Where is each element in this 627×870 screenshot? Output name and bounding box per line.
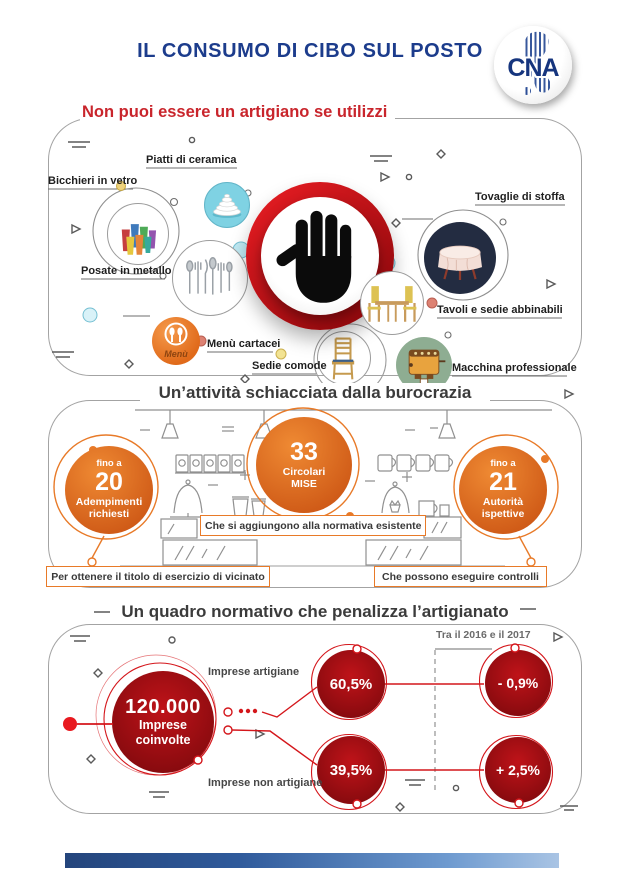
- cna-logo: CNA: [494, 26, 572, 104]
- share-non-artigiane-circle: 39,5%: [317, 736, 385, 804]
- stop-inner-circle: [261, 197, 379, 315]
- glasses-circle: [107, 203, 169, 265]
- footer-bar: [65, 853, 559, 868]
- stat-label: Autorità: [482, 495, 524, 508]
- page-title: IL CONSUMO DI CIBO SUL POSTO: [137, 40, 483, 62]
- delta-value: + 2,5%: [496, 762, 540, 778]
- stat-value: 33: [290, 438, 318, 467]
- item-label-bicchieri: Bicchieri in vetro: [48, 175, 138, 187]
- sicily-dot-icon: [523, 87, 531, 95]
- stop-hand-icon: [276, 210, 352, 303]
- section2-title: Un’attività schiacciata dalla burocrazia: [140, 383, 490, 403]
- table-chairs-icon: [367, 286, 417, 322]
- tovaglie-circle: [424, 222, 496, 294]
- stop-sign: [246, 182, 394, 330]
- note-right: Che possono eseguire controlli: [374, 566, 547, 587]
- item-label-posate: Posate in metallo: [81, 265, 172, 277]
- delta-value: - 0,9%: [497, 675, 539, 691]
- delta-non-artigiane-circle: + 2,5%: [485, 737, 551, 803]
- period-label: Tra il 2016 e il 2017: [436, 629, 531, 641]
- menu-circle: Menù: [152, 317, 200, 365]
- stat-value: 21: [489, 468, 517, 497]
- note-center: Che si aggiungono alla normativa esisten…: [200, 515, 426, 536]
- total-value: 120.000: [125, 696, 201, 718]
- section1-title: Non puoi essere un artigiano se utilizzi: [80, 103, 396, 124]
- section3-title: Un quadro normativo che penalizza l’arti…: [110, 602, 520, 622]
- stat-label: Adempimenti: [75, 495, 143, 508]
- cutlery-circle: [172, 240, 248, 316]
- share-artigiane-circle: 60,5%: [317, 650, 385, 718]
- tablecloth-icon: [438, 245, 482, 280]
- tavoli-circle: [360, 271, 424, 335]
- note-left: Per ottenere il titolo di esercizio di v…: [46, 566, 270, 587]
- plates-circle: [204, 182, 250, 228]
- row-label-non-artigiane: Imprese non artigiane: [208, 777, 323, 789]
- stat-value: 20: [95, 468, 123, 497]
- item-label-menu: Menù cartacei: [207, 338, 281, 350]
- share-value: 60,5%: [329, 675, 373, 693]
- chair-circle: [317, 331, 371, 385]
- item-label-sedie: Sedie comode: [252, 360, 327, 372]
- item-label-piatti: Piatti di ceramica: [146, 154, 237, 166]
- stat-autorita: fino a 21 Autorità ispettive: [459, 446, 547, 534]
- total-circle: 120.000 Imprese coinvolte: [112, 671, 214, 773]
- stat-circolari: 33 Circolari MISE: [256, 417, 352, 513]
- total-label: Imprese: [139, 718, 187, 732]
- stat-label: MISE: [291, 478, 317, 491]
- share-value: 39,5%: [329, 761, 373, 779]
- stat-label: Circolari: [282, 465, 326, 478]
- menu-logo-icon: Menù: [164, 322, 188, 359]
- cutlery-icon: [186, 257, 233, 295]
- total-label: coinvolte: [135, 733, 191, 747]
- glasses-icon: [121, 224, 157, 255]
- plates-icon: [212, 193, 242, 218]
- chair-icon: [331, 337, 355, 380]
- stat-label: ispettive: [481, 508, 525, 521]
- stat-adempimenti: fino a 20 Adempimenti richiesti: [65, 446, 153, 534]
- italy-map-icon: [523, 31, 551, 93]
- cna-logo-icon: CNA: [505, 31, 563, 95]
- item-label-macchina: Macchina professionale: [452, 362, 577, 374]
- stat-label: richiesti: [88, 508, 130, 521]
- item-label-tavoli: Tavoli e sedie abbinabili: [437, 304, 563, 316]
- delta-artigiane-circle: - 0,9%: [485, 650, 551, 716]
- cna-logo-text: CNA: [507, 54, 559, 82]
- menu-logo-text: Menù: [164, 349, 188, 359]
- row-label-artigiane: Imprese artigiane: [208, 666, 300, 678]
- item-label-tovaglie: Tovaglie di stoffa: [475, 191, 565, 203]
